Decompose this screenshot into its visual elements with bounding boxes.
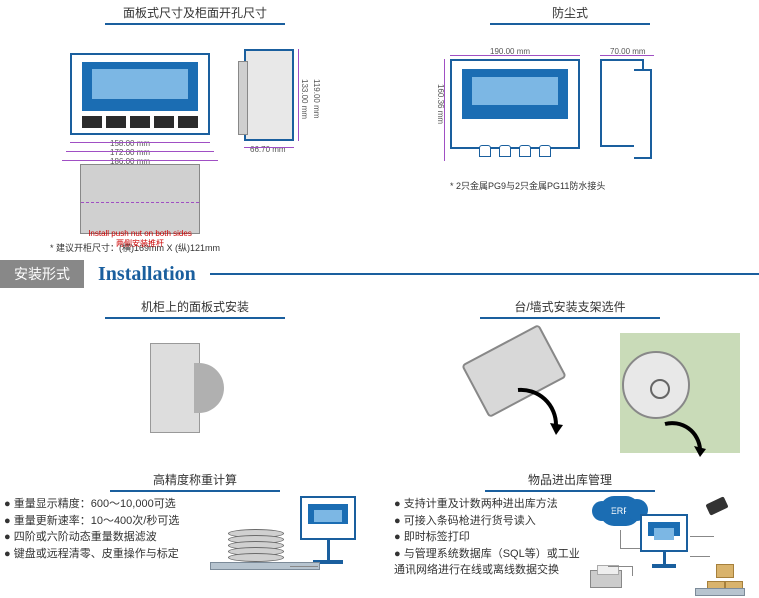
mini-display-icon: [640, 514, 688, 552]
weighing-illustration: [210, 496, 380, 586]
title-underline: [490, 23, 650, 25]
dim-line: [66, 151, 214, 152]
dim-line: [62, 160, 218, 161]
connectors: [467, 145, 563, 157]
section-title-desk-wall-mount: 台/墙式安装支架选件: [390, 294, 750, 317]
desk-wall-mount-illustration: [390, 323, 750, 463]
mini-display-icon: [300, 496, 356, 540]
panel-cutout-drawing: [80, 164, 200, 234]
dustproof-drawing: 190.00 mm 70.00 mm 160.36 mm * 2只金属PG9与2…: [390, 29, 750, 239]
banner-line: [210, 273, 759, 275]
section-title-weighing: 高精度称重计算: [0, 467, 390, 490]
title-underline: [105, 317, 285, 319]
device-lcd: [92, 69, 188, 99]
dim-line: [600, 55, 654, 56]
scale-platform: [695, 588, 745, 596]
feature-list-weighing: 重量显示精度：600～10,000可选 重量更新速率：10～400次/秒可选 四…: [0, 496, 210, 586]
note-install-en: Install push nut on both sides: [70, 229, 210, 238]
dim-side-h2: 119.00 mm: [312, 79, 321, 118]
dust-front-view: [450, 59, 580, 149]
scanner-icon: [705, 496, 728, 515]
list-item: 四阶或六阶动态重量数据滤波: [4, 529, 210, 546]
device-side-view: [244, 49, 294, 141]
inventory-illustration: ERP: [590, 496, 745, 596]
feature-list-inventory: 支持计重及计数两种进出库方法 可接入条码枪进行货号读入 即时标签打印 与管理系统…: [390, 496, 590, 596]
panel-mount-illustration: [0, 323, 390, 463]
dust-side-view: [600, 59, 654, 159]
dim-line: [298, 49, 299, 141]
list-item: 可接入条码枪进行货号读入: [394, 513, 590, 530]
section-title-panel-mount: 机柜上的面板式安装: [0, 294, 390, 317]
banner-tag: 安装形式: [0, 260, 84, 288]
panel-dimension-drawing: 158.00 mm 172.00 mm 186.00 mm 66.70 mm 1…: [0, 29, 370, 239]
dim-line: [450, 55, 580, 56]
printer-icon: [590, 570, 622, 588]
list-item: 重量显示精度：600～10,000可选: [4, 496, 210, 513]
list-item: 即时标签打印: [394, 529, 590, 546]
device-lcd: [472, 77, 558, 105]
device-front-view: [70, 53, 210, 135]
section-title-inventory: 物品进出库管理: [390, 467, 750, 490]
title-underline: [480, 317, 660, 319]
dim-w1: 158.00 mm: [110, 139, 150, 148]
banner-title: Installation: [84, 263, 210, 286]
dim-line: [244, 147, 294, 148]
erp-cloud-icon: ERP: [600, 496, 640, 526]
dim-w2: 172.00 mm: [110, 148, 150, 157]
list-item: 支持计重及计数两种进出库方法: [394, 496, 590, 513]
rotation-arrow-icon: [508, 385, 568, 445]
note-connectors: * 2只金属PG9与2只金属PG11防水接头: [450, 179, 605, 192]
mount-plate: [150, 343, 200, 433]
dim-side-h1: 133.00 mm: [300, 79, 309, 119]
dim-line: [70, 142, 210, 143]
list-item: 键盘或远程清零、皮重操作与标定: [4, 546, 210, 563]
title-underline: [110, 490, 280, 492]
section-title-panel-dims: 面板式尺寸及柜面开孔尺寸: [0, 0, 390, 23]
device-buttons: [82, 116, 198, 128]
coils-icon: [228, 532, 284, 562]
list-item: 重量更新速率：10～400次/秒可选: [4, 513, 210, 530]
dim-line: [444, 59, 445, 161]
section-title-dustproof: 防尘式: [390, 0, 750, 23]
installation-banner: 安装形式 Installation: [0, 260, 759, 288]
rotation-arrow-icon: [660, 419, 710, 459]
list-item: 与管理系统数据库（SQL等）或工业通讯网络进行在线或离线数据交换: [394, 546, 590, 579]
mount-knob: [194, 363, 224, 413]
title-underline: [105, 23, 285, 25]
title-underline: [485, 490, 655, 492]
note-install-cn: 两侧安装推杆: [70, 238, 210, 249]
wall-device: [622, 351, 690, 419]
